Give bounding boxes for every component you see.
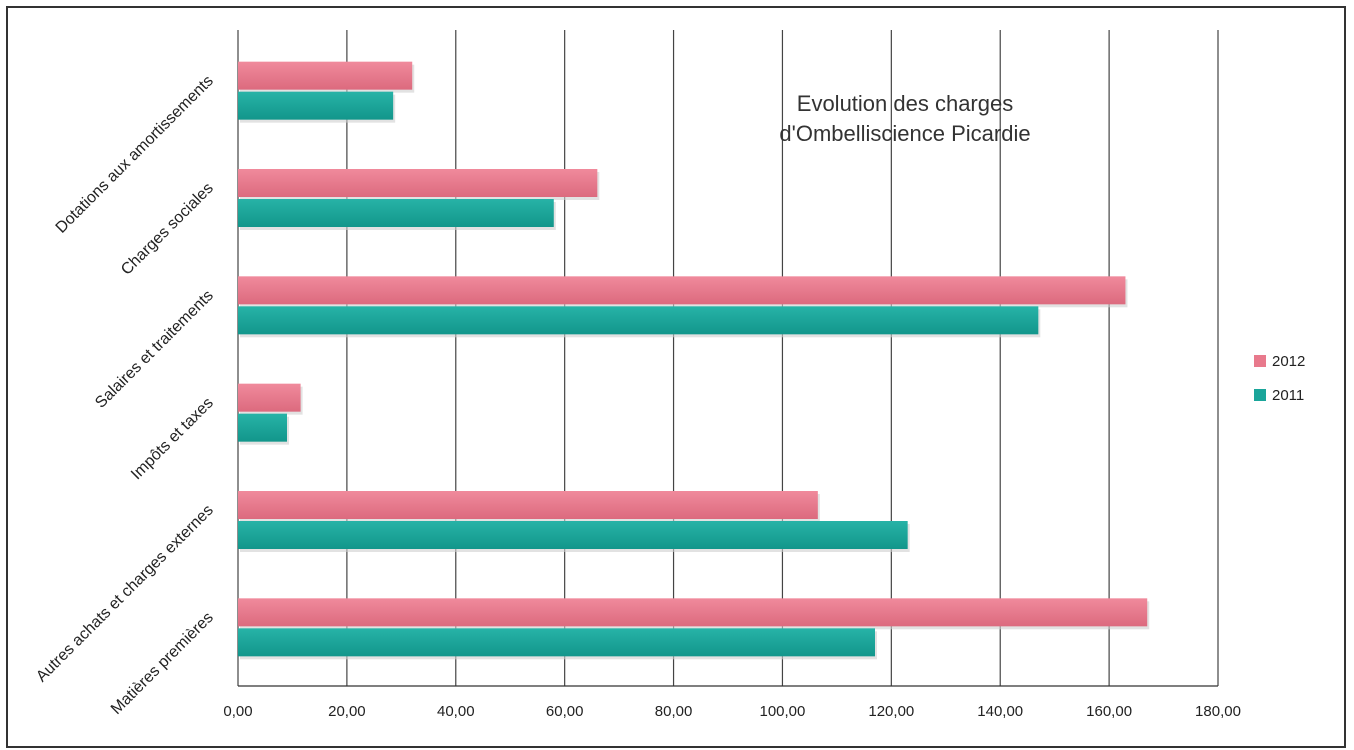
bar-2011 [238, 306, 1039, 335]
x-tick-label: 20,00 [328, 703, 366, 720]
x-tick-label: 60,00 [546, 703, 584, 720]
bar-2012 [238, 61, 413, 90]
bar-2012 [238, 383, 301, 412]
legend: 2012 2011 [1254, 353, 1305, 404]
bar-2011 [238, 628, 875, 657]
x-tick-label: 100,00 [759, 703, 805, 720]
bar-2011 [238, 91, 394, 120]
gridlines [237, 30, 1219, 686]
category-label: Impôts et taxes [128, 394, 217, 483]
bar-2012 [238, 169, 598, 197]
category-label: Charges sociales [118, 180, 217, 279]
category-label: Autres achats et charges externes [33, 502, 217, 686]
bar-2012 [238, 598, 1148, 627]
bar-2012 [238, 276, 1126, 305]
x-tick-label: 0,00 [223, 703, 252, 720]
x-tick-label: 80,00 [655, 703, 693, 720]
legend-swatch [1254, 389, 1266, 401]
x-tick-label: 40,00 [437, 703, 475, 720]
legend-swatch [1254, 355, 1266, 367]
x-tick-label: 140,00 [977, 703, 1023, 720]
bar-2011 [238, 521, 908, 549]
x-tick-label: 180,00 [1195, 703, 1241, 720]
chart-title-line: d'Ombelliscience Picardie [779, 121, 1030, 146]
legend-label: 2011 [1272, 387, 1304, 404]
bars-group [238, 61, 1150, 660]
chart-title-line: Evolution des charges [797, 91, 1013, 116]
bar-2012 [238, 491, 818, 519]
x-tick-label: 160,00 [1086, 703, 1132, 720]
bar-2011 [238, 199, 554, 227]
category-label: Matières premières [108, 609, 217, 718]
category-label: Salaires et traitements [92, 287, 217, 412]
legend-label: 2012 [1272, 353, 1305, 370]
chart-title: Evolution des charges d'Ombelliscience Pi… [779, 91, 1030, 146]
x-tick-label: 120,00 [868, 703, 914, 720]
bar-2011 [238, 413, 287, 442]
